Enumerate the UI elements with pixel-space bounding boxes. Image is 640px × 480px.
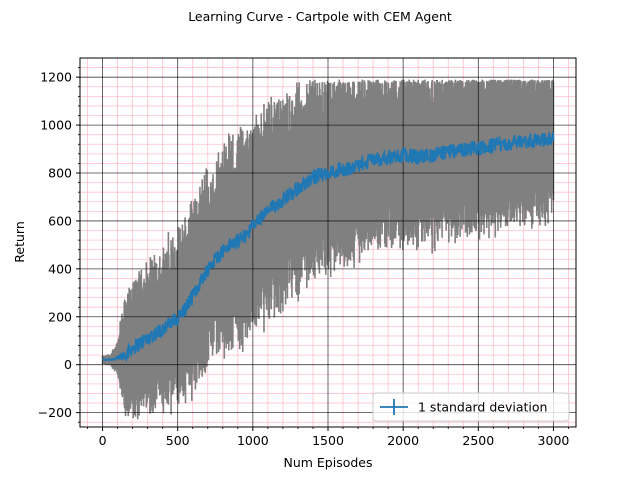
legend-label: 1 standard deviation xyxy=(418,400,547,415)
mean-series-line xyxy=(101,131,555,362)
x-tick-label: 500 xyxy=(166,433,190,448)
y-tick-label: −200 xyxy=(38,405,72,420)
mean-line xyxy=(101,131,555,362)
y-axis-label: Return xyxy=(12,221,27,262)
major-grid xyxy=(80,58,576,427)
x-tick-label: 2500 xyxy=(462,433,494,448)
chart-title: Learning Curve - Cartpole with CEM Agent xyxy=(188,9,452,24)
legend: 1 standard deviation xyxy=(372,392,570,422)
x-tick-label: 3000 xyxy=(538,433,570,448)
x-tick-label: 1000 xyxy=(237,433,269,448)
x-axis-ticks: 0 500 1000 1500 2000 2500 3000 xyxy=(87,427,570,448)
y-tick-label: 1200 xyxy=(40,70,72,85)
y-axis-ticks: −200 0 200 400 600 800 1000 1200 xyxy=(38,67,80,423)
y-tick-label: 200 xyxy=(48,309,72,324)
x-tick-label: 2000 xyxy=(387,433,419,448)
y-tick-label: 0 xyxy=(64,357,72,372)
y-tick-label: 1000 xyxy=(40,118,72,133)
legend-box xyxy=(372,392,570,422)
x-tick-label: 0 xyxy=(99,433,107,448)
y-tick-label: 600 xyxy=(48,213,72,228)
x-tick-label: 1500 xyxy=(312,433,344,448)
x-axis-label: Num Episodes xyxy=(283,455,372,470)
y-tick-label: 400 xyxy=(48,261,72,276)
y-tick-label: 800 xyxy=(48,166,72,181)
